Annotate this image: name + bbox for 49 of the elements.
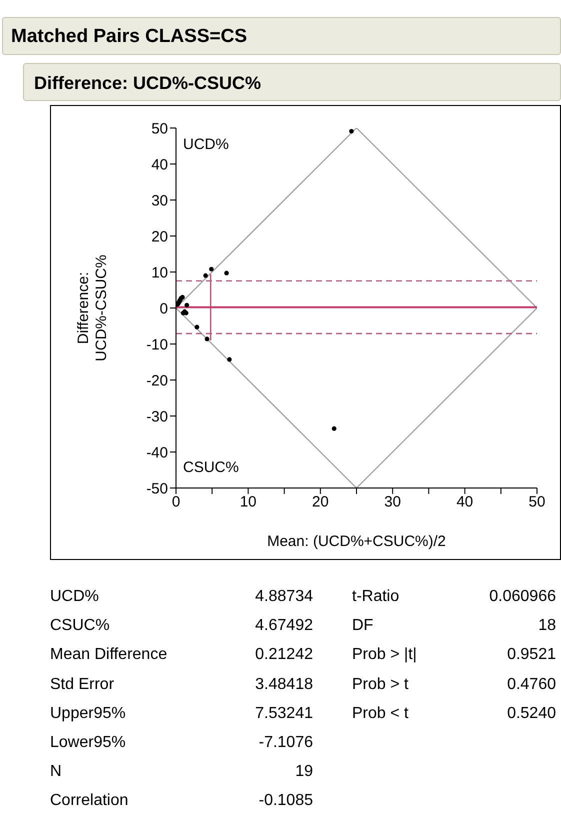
text: 0.4760 [507, 676, 556, 694]
text: 0.5240 [507, 704, 556, 723]
y-tick-label: 40 [151, 156, 168, 174]
y-tick-label: 0 [160, 300, 168, 318]
text: 7.53241 [255, 704, 313, 723]
text: 4.88734 [255, 588, 313, 606]
y-tick-label: 10 [151, 264, 168, 282]
x-tick-label: 30 [384, 494, 401, 511]
chart-title: Matched Pairs CLASS=CS [2, 17, 561, 55]
annotation: UCD% [183, 136, 229, 153]
text: -7.1076 [258, 734, 313, 752]
text: 0.9521 [507, 646, 556, 664]
text: 18 [538, 617, 556, 636]
text: UCD% [50, 588, 99, 606]
text: Upper95% [50, 704, 126, 723]
y-tick-label: -30 [146, 408, 168, 426]
text: 0.21242 [255, 646, 313, 664]
y-tick-label: -10 [146, 336, 168, 354]
y-axis-title: Difference: UCD%-CSUC% [75, 254, 110, 362]
text: Prob > t [352, 676, 408, 694]
text: Correlation [50, 792, 128, 810]
text: Prob < t [352, 704, 408, 723]
text: Prob > |t| [352, 646, 417, 664]
x-tick-label: 40 [456, 494, 474, 511]
text: 4.67492 [255, 617, 313, 636]
text: CSUC% [50, 617, 110, 636]
y-tick-label: -50 [146, 480, 168, 498]
text: t-Ratio [352, 588, 400, 606]
x-tick-label: 0 [172, 494, 180, 511]
text: 0.060966 [489, 588, 556, 606]
annotation: CSUC% [183, 459, 239, 476]
x-tick-label: 50 [528, 494, 546, 511]
text: Lower95% [50, 734, 126, 752]
text: 3.48418 [255, 676, 313, 694]
text: Mean Difference [50, 646, 168, 664]
x-tick-label: 20 [312, 494, 329, 511]
y-tick-label: 50 [151, 120, 168, 138]
y-tick-label: 20 [151, 228, 168, 246]
chart-subtitle: Difference: UCD%-CSUC% [23, 63, 561, 101]
text: 19 [295, 763, 313, 782]
text: N [50, 763, 62, 782]
y-tick-label: -20 [146, 372, 168, 390]
y-tick-label: 30 [151, 192, 168, 210]
text: DF [352, 617, 374, 636]
x-tick-label: 10 [240, 494, 257, 511]
text: Std Error [50, 676, 114, 694]
x-axis-title: Mean: (UCD%+CSUC%)/2 [267, 533, 446, 550]
y-tick-label: -40 [146, 444, 168, 462]
text: -0.1085 [258, 792, 313, 810]
